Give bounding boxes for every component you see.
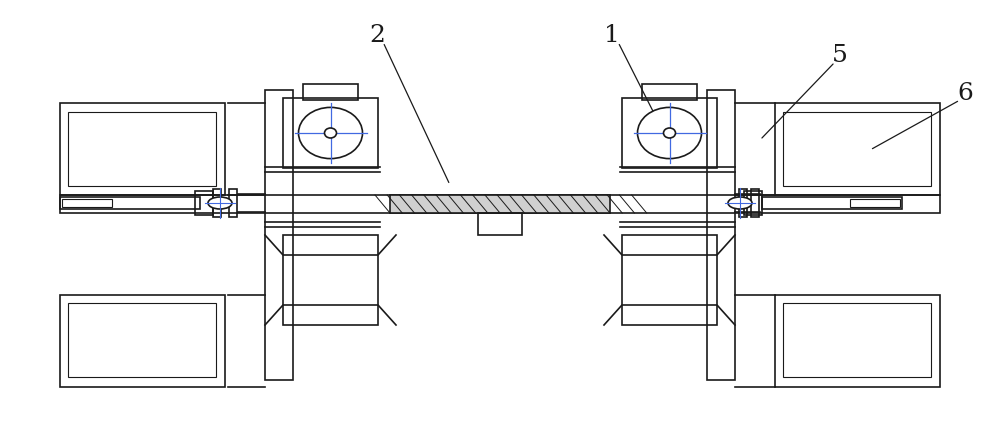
Bar: [478, 213, 522, 235]
Bar: [303, 84, 358, 100]
Ellipse shape: [298, 107, 362, 159]
Bar: [622, 235, 717, 325]
Bar: [283, 235, 378, 325]
Bar: [60, 195, 940, 213]
Bar: [60, 295, 225, 387]
Bar: [229, 189, 237, 217]
Bar: [265, 90, 293, 380]
Text: 6: 6: [957, 82, 973, 104]
Bar: [60, 103, 225, 195]
Bar: [707, 90, 735, 380]
Bar: [390, 195, 610, 213]
Ellipse shape: [208, 197, 232, 209]
Bar: [751, 189, 759, 217]
Bar: [642, 84, 697, 100]
Bar: [783, 303, 931, 377]
Bar: [775, 295, 940, 387]
Ellipse shape: [638, 107, 702, 159]
Bar: [622, 98, 717, 168]
Ellipse shape: [728, 197, 752, 209]
Bar: [60, 197, 200, 209]
Bar: [775, 103, 940, 195]
Bar: [739, 189, 747, 217]
Bar: [68, 303, 216, 377]
Ellipse shape: [664, 128, 676, 138]
Bar: [213, 189, 221, 217]
Bar: [62, 199, 112, 207]
Bar: [762, 197, 902, 209]
Text: 2: 2: [369, 24, 385, 47]
Bar: [283, 98, 378, 168]
Bar: [68, 112, 216, 186]
Bar: [195, 191, 213, 215]
Bar: [783, 112, 931, 186]
Bar: [744, 191, 762, 215]
Text: 1: 1: [604, 24, 620, 47]
Text: 5: 5: [832, 44, 848, 66]
Ellipse shape: [324, 128, 336, 138]
Bar: [850, 199, 900, 207]
